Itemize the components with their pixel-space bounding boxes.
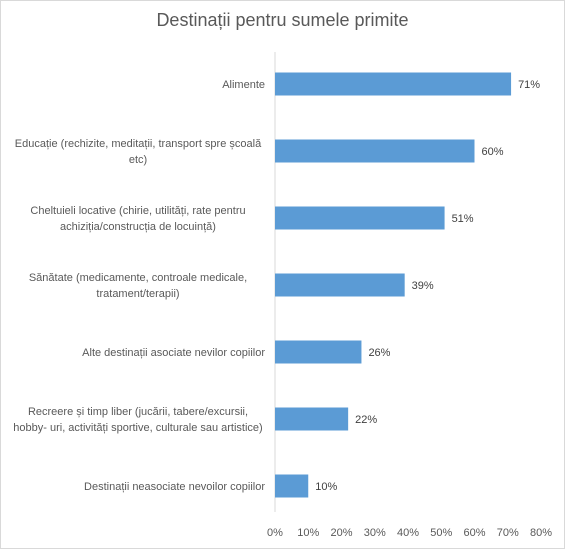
bar-5 (275, 340, 362, 364)
bar-1 (275, 72, 512, 96)
bar-3 (275, 206, 445, 230)
category-label-6: Recreere și timp liber (jucării, tabere/… (13, 406, 262, 434)
x-tick-label-80: 80% (530, 527, 552, 539)
value-label-6: 22% (355, 414, 377, 426)
bar-2 (275, 139, 475, 163)
value-label-5: 26% (368, 347, 390, 359)
value-label-2: 60% (482, 146, 504, 158)
category-label-4: Sănătate (medicamente, controale medical… (29, 272, 247, 300)
category-label-3: Cheltuieli locative (chirie, utilități, … (30, 205, 245, 233)
chart-title: Destinații pentru sumele primite (156, 10, 409, 30)
category-label-5: Alte destinații asociate nevilor copiilo… (82, 347, 265, 359)
value-label-3: 51% (452, 213, 474, 225)
x-tick-label-0: 0% (267, 527, 283, 539)
x-tick-label-50: 50% (430, 527, 452, 539)
x-tick-label-70: 70% (497, 527, 519, 539)
value-label-7: 10% (315, 481, 337, 493)
value-label-4: 39% (412, 280, 434, 292)
x-tick-label-20: 20% (330, 527, 352, 539)
x-tick-label-40: 40% (397, 527, 419, 539)
bar-6 (275, 407, 349, 431)
category-label-1: Alimente (222, 79, 265, 91)
x-tick-label-60: 60% (463, 527, 485, 539)
category-label-2: Educație (rechizite, meditații, transpor… (15, 138, 262, 166)
value-label-1: 71% (518, 79, 540, 91)
bar-7 (275, 474, 309, 498)
category-label-7: Destinații neasociate nevoilor copiilor (84, 481, 265, 493)
x-tick-label-10: 10% (297, 527, 319, 539)
x-tick-label-30: 30% (364, 527, 386, 539)
bar-4 (275, 273, 405, 297)
